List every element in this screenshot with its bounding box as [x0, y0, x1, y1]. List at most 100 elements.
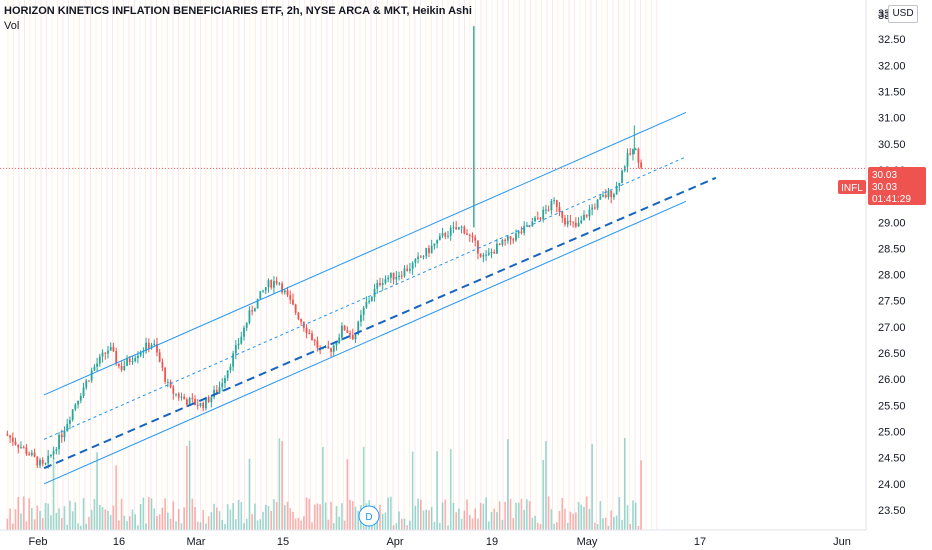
volume-bar	[297, 517, 300, 530]
candle-body	[196, 404, 199, 406]
candle-body	[479, 253, 482, 257]
volume-bar	[150, 498, 153, 530]
price-tick-label: 26.00	[878, 374, 906, 386]
volume-bar	[12, 523, 14, 530]
candle-body	[41, 459, 44, 464]
candle-body	[332, 345, 335, 352]
candle-body	[330, 348, 332, 352]
candle-body	[270, 280, 273, 288]
volume-bar	[346, 459, 349, 530]
candle-body	[316, 340, 319, 348]
candle-body	[169, 381, 172, 387]
volume-bar	[637, 525, 640, 530]
volume-bar	[610, 510, 612, 530]
volume-bar	[196, 521, 199, 530]
volume-bar	[120, 498, 123, 530]
volume-bar	[126, 521, 128, 530]
volume-bar	[455, 512, 457, 530]
volume-bar	[458, 508, 460, 530]
volume-bar	[349, 499, 351, 530]
candle-body	[137, 355, 139, 359]
candle-body	[188, 397, 191, 405]
candle-body	[253, 308, 256, 312]
volume-bars	[6, 437, 642, 530]
candle-body	[515, 233, 517, 241]
volume-bar	[324, 502, 327, 530]
candle-body	[411, 262, 414, 269]
volume-bar	[414, 505, 417, 530]
candle-body	[493, 251, 496, 254]
volume-bar	[534, 515, 536, 530]
candle-body	[267, 280, 270, 288]
volume-bar	[621, 519, 623, 530]
time-tick-label: Mar	[187, 536, 206, 548]
candle-body	[591, 207, 594, 210]
candle-body	[96, 363, 99, 367]
volume-bar	[607, 525, 610, 530]
volume-bar	[517, 502, 520, 530]
volume-bar	[507, 439, 509, 530]
time-tick-label: 16	[113, 536, 125, 548]
volume-bar	[390, 496, 392, 530]
volume-bar	[262, 511, 264, 530]
volume-bar	[194, 507, 196, 530]
volume-bar	[526, 499, 528, 530]
candle-body	[487, 252, 490, 255]
candle-body	[531, 221, 534, 227]
candle-body	[275, 280, 278, 284]
volume-bar	[226, 504, 229, 530]
candle-body	[389, 272, 392, 278]
candle-body	[218, 386, 221, 394]
volume-bar	[93, 499, 96, 530]
candle-body	[120, 365, 123, 370]
candle-body	[610, 190, 613, 198]
volume-bar	[177, 508, 180, 530]
volume-bar	[88, 516, 90, 530]
candle-body	[444, 233, 447, 237]
volume-bar	[417, 498, 419, 530]
candle-body	[327, 346, 330, 349]
candle-body	[640, 162, 643, 168]
candle-body	[259, 291, 262, 299]
volume-bar	[398, 511, 400, 530]
volume-bar	[400, 518, 403, 530]
candle-body	[409, 268, 411, 271]
candle-body	[292, 299, 294, 305]
volume-bar	[278, 438, 281, 530]
candle-body	[566, 220, 569, 225]
time-tick-label: May	[577, 536, 598, 548]
time-tick-label: 15	[277, 536, 289, 548]
candle-body	[52, 450, 55, 455]
dividend-marker[interactable]: D	[358, 505, 380, 527]
candle-body	[338, 337, 341, 344]
volume-bar	[477, 518, 479, 530]
volume-bar	[270, 510, 272, 530]
candle-body	[545, 209, 547, 211]
close-price-tag: 30.03	[872, 182, 897, 193]
candle-body	[490, 251, 493, 253]
volume-bar	[335, 505, 338, 530]
volume-bar	[496, 512, 498, 530]
candle-body	[134, 358, 137, 362]
candle-body	[419, 256, 422, 258]
candle-body	[69, 419, 71, 425]
volume-bar	[254, 503, 256, 530]
volume-bar	[420, 499, 422, 530]
volume-bar	[585, 496, 588, 530]
volume-bar	[256, 520, 259, 530]
price-tick-label: 27.00	[878, 322, 906, 334]
candle-body	[262, 290, 264, 292]
volume-bar	[556, 522, 558, 530]
volume-bar	[591, 443, 593, 530]
currency-button[interactable]: USD	[888, 5, 918, 23]
candle-body	[398, 275, 400, 277]
candle-body	[477, 240, 479, 254]
candle-body	[621, 170, 623, 184]
price-tick-label: 30.50	[878, 139, 906, 151]
candle-body	[289, 295, 292, 300]
volume-bar	[232, 503, 234, 530]
candle-body	[308, 333, 311, 335]
price-tick-label: 24.50	[878, 453, 906, 465]
volume-bar	[460, 518, 463, 530]
